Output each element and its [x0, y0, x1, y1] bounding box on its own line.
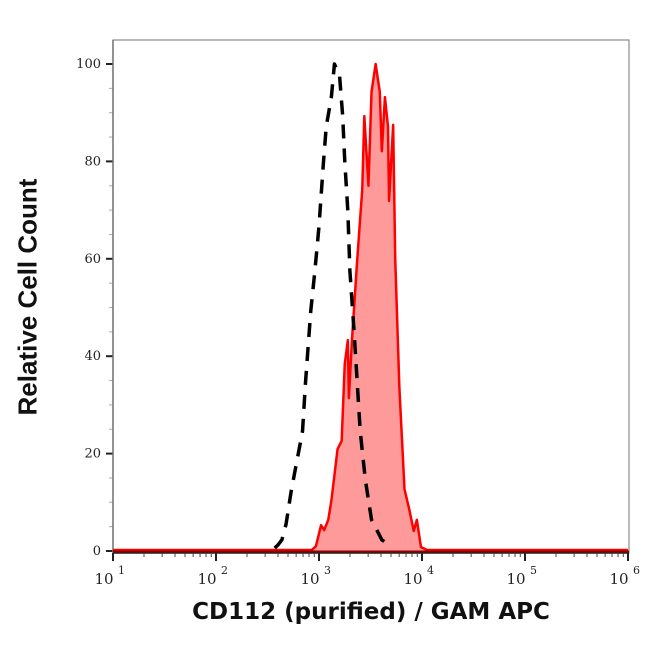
x-axis-ticks: 10 1 10 2 10 3 10 4 10 5 10 6 — [94, 552, 640, 588]
y-tick-label: 0 — [93, 544, 101, 559]
y-tick-label: 40 — [84, 349, 101, 364]
x-axis-label: CD112 (purified) / GAM APC — [192, 599, 550, 625]
x-tick-exponent: 6 — [633, 564, 640, 577]
series-layer — [113, 62, 629, 553]
y-axis-label: Relative Cell Count — [12, 178, 43, 416]
x-tick-exponent: 2 — [221, 564, 228, 577]
sample-histogram-line — [113, 62, 628, 552]
x-tick-label: 10 — [94, 570, 113, 588]
x-tick-label: 10 — [609, 570, 628, 588]
x-tick-exponent: 4 — [427, 564, 434, 577]
x-tick-label: 10 — [300, 570, 319, 588]
y-tick-label: 20 — [84, 447, 101, 462]
x-tick-exponent: 5 — [530, 564, 537, 577]
y-tick-label: 60 — [84, 252, 101, 267]
x-tick-label: 10 — [506, 570, 525, 588]
y-axis-ticks: 0 20 40 60 80 100 — [76, 40, 114, 559]
control-histogram-dashed-line — [273, 62, 394, 550]
y-tick-label: 80 — [84, 154, 101, 169]
y-tick-label: 100 — [76, 57, 101, 72]
sample-histogram-fill — [113, 64, 628, 551]
x-tick-exponent: 3 — [324, 564, 331, 577]
x-tick-exponent: 1 — [118, 564, 125, 577]
x-tick-label: 10 — [403, 570, 422, 588]
x-tick-label: 10 — [197, 570, 216, 588]
